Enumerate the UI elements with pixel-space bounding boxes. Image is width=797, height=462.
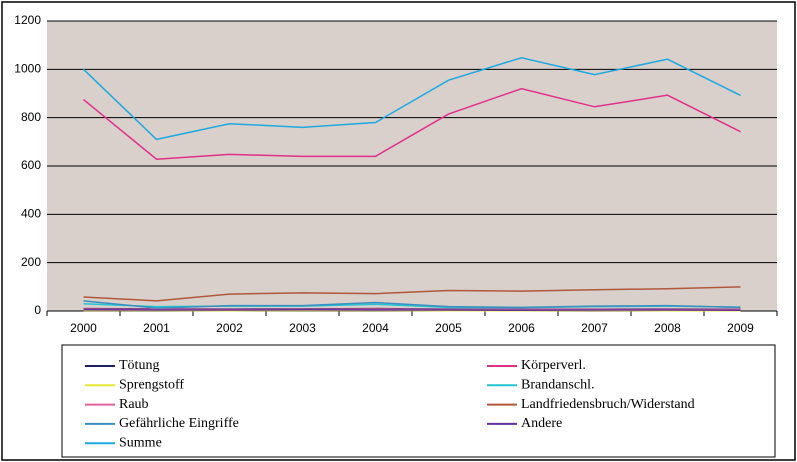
legend-label: Andere bbox=[521, 416, 562, 431]
series-line bbox=[83, 87, 741, 161]
y-tick-label: 600 bbox=[21, 158, 41, 172]
y-tick-label: 1200 bbox=[14, 13, 41, 27]
x-tick-label: 2009 bbox=[727, 321, 754, 335]
y-tick-label: 200 bbox=[21, 255, 41, 269]
legend-label: Summe bbox=[119, 435, 162, 450]
legend-label: Tötung bbox=[119, 358, 159, 373]
series-line bbox=[83, 300, 741, 309]
legend-label: Landfriedensbruch/Widerstand bbox=[521, 397, 695, 412]
y-tick-label: 400 bbox=[21, 207, 41, 221]
x-tick-label: 2006 bbox=[508, 321, 535, 335]
legend-label: Brandanschl. bbox=[521, 378, 594, 393]
x-tick-label: 2008 bbox=[654, 321, 681, 335]
legend-label: Raub bbox=[119, 397, 149, 412]
series-line bbox=[83, 286, 741, 302]
x-tick-label: 2007 bbox=[581, 321, 608, 335]
x-tick-label: 2004 bbox=[362, 321, 389, 335]
x-tick-label: 2001 bbox=[143, 321, 170, 335]
x-tick-label: 2005 bbox=[435, 321, 462, 335]
legend-label: Körperverl. bbox=[521, 358, 586, 373]
legend-label: Sprengstoff bbox=[119, 378, 184, 393]
x-tick-label: 2000 bbox=[70, 321, 97, 335]
series-line bbox=[82, 56, 741, 141]
x-tick-label: 2003 bbox=[289, 321, 316, 335]
legend-label: Gefährliche Eingriffe bbox=[119, 416, 239, 431]
y-tick-label: 1000 bbox=[14, 62, 41, 76]
y-tick-label: 800 bbox=[21, 110, 41, 124]
legend-box bbox=[61, 344, 776, 458]
y-tick-label: 0 bbox=[34, 303, 41, 317]
x-tick-label: 2002 bbox=[216, 321, 243, 335]
